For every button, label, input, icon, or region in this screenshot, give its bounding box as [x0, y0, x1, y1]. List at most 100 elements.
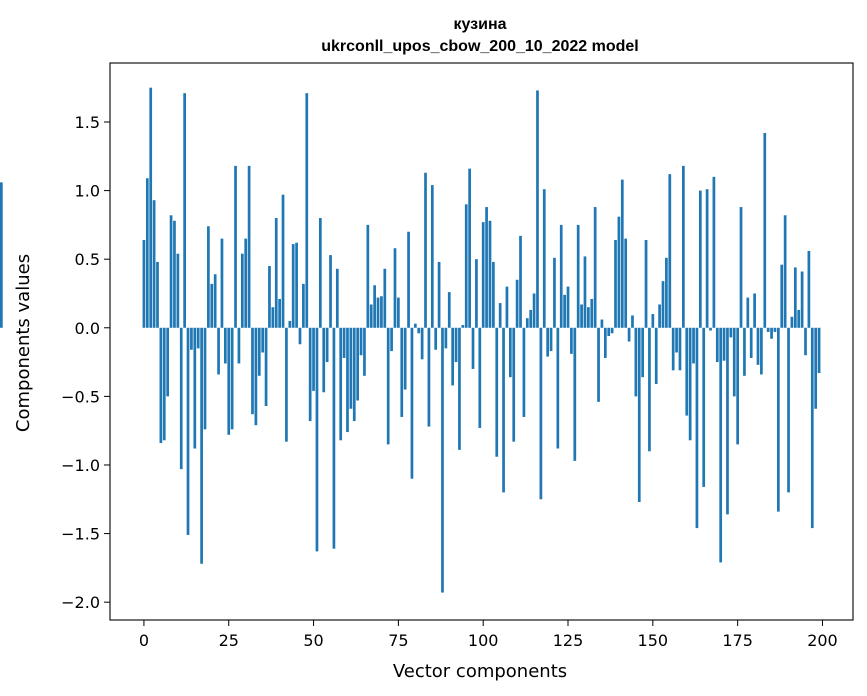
- bar-component-33: [254, 327, 258, 426]
- bar-component-103: [492, 261, 495, 328]
- bar-component-108: [508, 327, 512, 378]
- bar-component-40: [278, 298, 281, 328]
- bar-component-29: [240, 253, 244, 328]
- y-tick-label: 0.5: [75, 250, 100, 269]
- bar-component-120: [549, 327, 553, 352]
- bar-component-39: [274, 218, 278, 328]
- bar-component-168: [712, 176, 716, 328]
- bar-component-90: [447, 292, 451, 328]
- y-tick-label: −2.0: [61, 593, 100, 612]
- bar-component-190: [787, 327, 790, 493]
- x-tick-label: 50: [303, 631, 323, 650]
- bar-component-8: [169, 215, 173, 328]
- bar-component-94: [461, 325, 465, 328]
- bar-component-111: [519, 235, 522, 328]
- bar-component-85: [430, 185, 434, 328]
- bar-component-27: [234, 165, 237, 328]
- bar-component-99: [478, 327, 482, 428]
- bar-component-154: [665, 257, 668, 328]
- bar-component-161: [688, 327, 692, 441]
- x-tick-label: 175: [722, 631, 753, 650]
- bar-component-58: [339, 327, 343, 441]
- bar-component-169: [715, 327, 719, 363]
- bar-component-131: [587, 307, 590, 328]
- bar-component-12: [183, 93, 186, 328]
- y-tick-label: 1.5: [75, 113, 100, 132]
- bar-component-73: [390, 327, 393, 352]
- bar-component-150: [651, 314, 655, 328]
- bar-component-42: [285, 327, 288, 442]
- bar-component-139: [614, 239, 617, 328]
- x-tick-label: 0: [139, 631, 149, 650]
- bar-component-52: [318, 218, 322, 328]
- bar-component-159: [682, 165, 685, 328]
- bar-component-185: [770, 327, 773, 339]
- bar-component-3: [152, 200, 156, 328]
- bar-component-135: [600, 319, 604, 328]
- bar-component-107: [505, 286, 509, 328]
- bar-component-66: [366, 224, 370, 328]
- bar-component-130: [583, 256, 587, 328]
- bar-component-156: [671, 327, 675, 371]
- bar-component-undefined: [0, 182, 3, 328]
- bar-component-44: [291, 244, 295, 328]
- bar-component-20: [210, 283, 214, 328]
- x-axis-label: Vector components: [393, 661, 567, 682]
- bar-component-51: [315, 327, 319, 552]
- bar-component-76: [400, 327, 404, 417]
- bar-component-113: [525, 318, 529, 328]
- bar-component-13: [186, 327, 190, 535]
- bar-component-5: [159, 327, 163, 444]
- y-axis-label: Components values: [13, 254, 34, 432]
- bar-component-32: [251, 327, 254, 415]
- bar-component-157: [675, 327, 678, 353]
- bar-component-14: [190, 327, 193, 350]
- y-axis-ticks: −2.0 −1.5 −1.0 −0.5 0.0 0.5 1.0 1.5: [61, 113, 110, 612]
- bar-component-78: [407, 231, 410, 328]
- bars-group: [0, 87, 821, 593]
- bar-component-80: [413, 323, 417, 328]
- bar-component-197: [810, 327, 814, 529]
- bar-component-110: [515, 279, 519, 328]
- bar-component-55: [329, 255, 332, 328]
- bar-component-142: [624, 238, 628, 328]
- bar-component-91: [451, 327, 455, 386]
- bar-component-30: [244, 238, 248, 328]
- bar-component-72: [386, 327, 390, 445]
- bar-component-199: [817, 327, 821, 374]
- bar-component-115: [532, 293, 536, 328]
- bar-component-11: [179, 327, 183, 470]
- bar-component-178: [746, 297, 750, 328]
- chart-title: кузина: [453, 16, 506, 33]
- bar-component-105: [498, 303, 502, 328]
- y-tick-label: −0.5: [61, 387, 100, 406]
- bar-component-70: [380, 296, 383, 328]
- y-tick-label: 0.0: [75, 319, 100, 338]
- bar-component-79: [410, 327, 414, 479]
- bar-component-41: [281, 194, 285, 328]
- bar-component-114: [529, 309, 533, 328]
- bar-component-35: [261, 327, 265, 353]
- bar-component-104: [495, 327, 499, 457]
- bar-component-136: [603, 327, 607, 358]
- bar-component-98: [475, 259, 478, 328]
- bar-component-26: [230, 327, 234, 430]
- bar-component-112: [522, 327, 526, 417]
- bar-component-102: [488, 220, 492, 328]
- bar-component-65: [363, 327, 366, 376]
- bar-component-175: [736, 327, 739, 445]
- bar-component-140: [617, 216, 621, 328]
- bar-component-36: [264, 327, 268, 406]
- bar-component-182: [760, 327, 763, 375]
- bar-component-67: [369, 304, 373, 328]
- bar-component-118: [542, 189, 546, 328]
- y-tick-label: 1.0: [75, 182, 100, 201]
- bar-component-84: [427, 327, 431, 427]
- bar-component-0: [142, 239, 146, 328]
- chart-subtitle: ukrconll_upos_cbow_200_10_2022 model: [321, 38, 638, 55]
- bar-component-61: [349, 327, 353, 409]
- bar-component-23: [220, 238, 224, 328]
- bar-component-82: [420, 327, 424, 360]
- bar-component-176: [739, 207, 743, 328]
